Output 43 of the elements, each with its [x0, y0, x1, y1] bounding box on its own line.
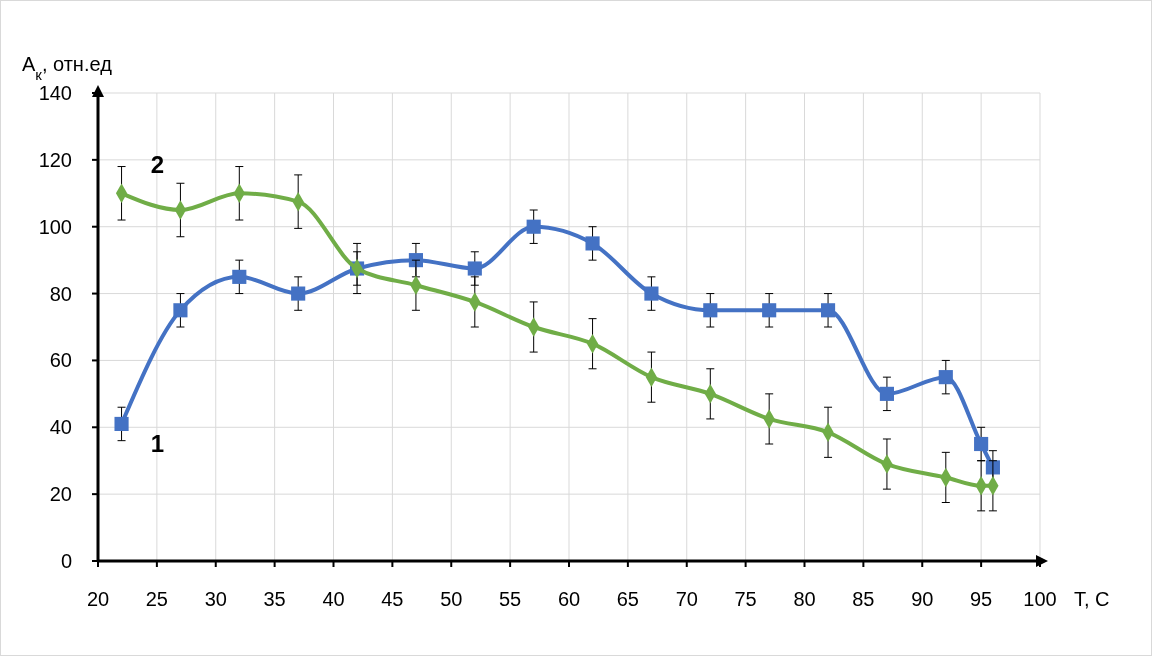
x-tick-label: 55: [499, 588, 522, 610]
x-tick-label: 80: [793, 588, 816, 610]
x-tick-label: 90: [911, 588, 934, 610]
x-tick-label: 40: [322, 588, 345, 610]
x-tick-label: 50: [440, 588, 463, 610]
series-label: 1: [150, 429, 165, 457]
x-tick-label: 60: [557, 588, 581, 610]
x-axis-title: T, C: [1074, 588, 1110, 610]
point: [644, 286, 659, 301]
point: [173, 303, 188, 318]
point: [467, 261, 482, 276]
point: [762, 303, 777, 318]
point: [938, 370, 953, 385]
point: [232, 269, 247, 284]
point: [703, 303, 718, 318]
point: [974, 436, 989, 452]
y-axis-title: A$_{к}$, отн.ед: [22, 53, 113, 83]
x-tick-label: 70: [675, 588, 698, 610]
y-tick-label: 40: [49, 416, 72, 439]
series-label: 2: [150, 151, 165, 179]
x-tick-label: 100: [1023, 588, 1057, 610]
x-tick-label: 95: [970, 588, 993, 610]
point: [526, 219, 541, 234]
y-tick-label: 20: [49, 483, 72, 506]
y-tick-label: 60: [49, 349, 72, 372]
point: [585, 236, 600, 251]
x-tick-label: 85: [852, 588, 875, 610]
point: [879, 386, 894, 401]
point: [291, 286, 306, 301]
x-tick-label: 75: [734, 588, 757, 610]
x-tick-label: 45: [381, 588, 404, 610]
x-tick-label: 20: [86, 588, 110, 610]
point: [820, 303, 836, 318]
x-tick-label: 30: [204, 588, 227, 610]
x-tick-label: 35: [263, 588, 286, 610]
y-tick-label: 0: [60, 550, 72, 572]
x-tick-label: 65: [616, 588, 639, 610]
y-tick-label: 120: [38, 148, 72, 171]
y-tick-label: 140: [38, 82, 72, 104]
point: [114, 416, 129, 432]
y-tick-label: 80: [49, 282, 72, 305]
x-tick-label: 25: [145, 588, 168, 610]
y-tick-label: 100: [38, 215, 72, 238]
